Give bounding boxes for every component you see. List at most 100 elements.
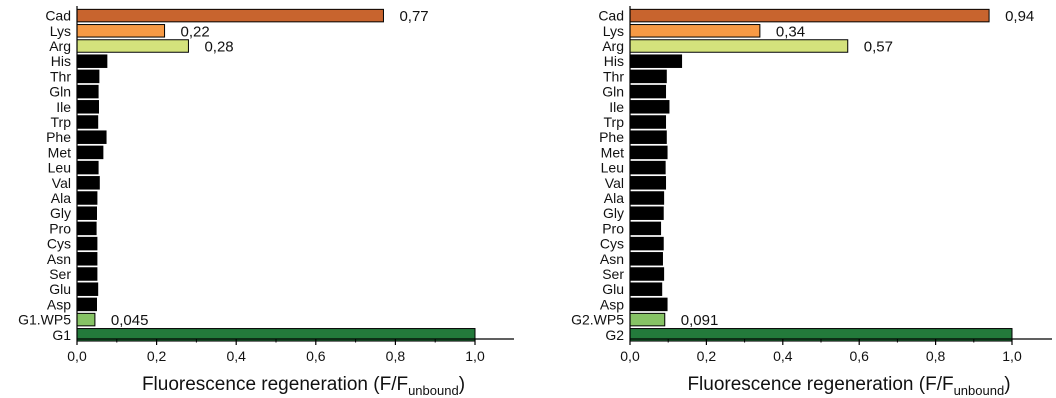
category-label: Cys bbox=[600, 236, 624, 252]
bar-thr bbox=[76, 69, 100, 84]
bar-his bbox=[629, 54, 683, 68]
bar-ser bbox=[76, 267, 98, 281]
bar-g1-wp5 bbox=[76, 312, 96, 327]
x-tick-label: 0,6 bbox=[849, 348, 869, 364]
category-label: Lys bbox=[603, 23, 624, 39]
category-label: Val bbox=[605, 175, 624, 191]
x-axis-title-close: ) bbox=[459, 374, 465, 395]
bar-glu bbox=[76, 282, 99, 296]
category-label: Asn bbox=[47, 251, 71, 267]
bar-val bbox=[629, 176, 667, 190]
category-label: Phe bbox=[599, 129, 624, 145]
category-label: G1.WP5 bbox=[18, 312, 71, 328]
bar-cys bbox=[629, 236, 664, 251]
bar-pro bbox=[629, 221, 662, 236]
category-label: Arg bbox=[602, 38, 624, 54]
bar-lys bbox=[629, 24, 761, 38]
x-tick-label: 0,0 bbox=[67, 348, 87, 364]
bar-ile bbox=[76, 100, 99, 114]
category-label: G2.WP5 bbox=[571, 312, 624, 328]
category-label: Ile bbox=[56, 99, 71, 115]
bar-gln bbox=[629, 84, 667, 99]
bar-gly bbox=[76, 206, 97, 220]
bar-ile bbox=[629, 100, 670, 114]
x-tick-label: 0,2 bbox=[147, 348, 167, 364]
category-label: Cys bbox=[47, 236, 71, 252]
bar-g2-wp5 bbox=[629, 312, 666, 327]
category-label: G2 bbox=[605, 327, 624, 343]
category-label: Met bbox=[601, 144, 624, 160]
category-label: Glu bbox=[49, 281, 71, 297]
data-label: 0,091 bbox=[681, 312, 719, 329]
category-label: Asp bbox=[600, 296, 624, 312]
category-label: Met bbox=[48, 144, 71, 160]
bar-ala bbox=[76, 191, 98, 205]
category-label: Ile bbox=[609, 99, 624, 115]
bar-cad bbox=[629, 8, 990, 23]
bar-asn bbox=[76, 252, 98, 266]
category-label: Pro bbox=[49, 220, 71, 236]
bar-asn bbox=[629, 252, 663, 266]
bar-ser bbox=[629, 267, 665, 281]
category-label: Val bbox=[52, 175, 71, 191]
bar-his bbox=[76, 54, 108, 68]
category-label: G1 bbox=[52, 327, 71, 343]
bar-val bbox=[76, 176, 100, 190]
x-axis-title-main: Fluorescence regeneration (F/F bbox=[142, 374, 408, 395]
category-label: Trp bbox=[604, 114, 625, 130]
x-axis-title-close: ) bbox=[1004, 374, 1010, 395]
bar-thr bbox=[629, 69, 667, 84]
bar-gly bbox=[629, 206, 664, 220]
data-label: 0,77 bbox=[399, 8, 428, 25]
bar-pro bbox=[76, 221, 97, 236]
category-label: Trp bbox=[51, 114, 72, 130]
category-label: Leu bbox=[601, 160, 624, 176]
category-label: Leu bbox=[48, 160, 71, 176]
bar-met bbox=[629, 145, 668, 160]
x-tick-label: 1,0 bbox=[1002, 348, 1022, 364]
category-label: Gly bbox=[50, 205, 71, 221]
data-label: 0,22 bbox=[181, 23, 210, 40]
x-tick-label: 1,0 bbox=[465, 348, 485, 364]
chart-panel-left: Cad 0,77 Lys 0,22 Arg 0,28 His Thr Gln Ile Trp Phe M… bbox=[18, 6, 514, 398]
x-tick-label: 0,8 bbox=[386, 348, 406, 364]
category-label: Gln bbox=[49, 84, 71, 100]
category-label: Gly bbox=[603, 205, 624, 221]
bar-asp bbox=[629, 297, 668, 312]
category-label: Phe bbox=[46, 129, 71, 145]
category-label: Thr bbox=[603, 68, 624, 84]
category-label: Asn bbox=[600, 251, 624, 267]
bar-phe bbox=[76, 130, 107, 144]
x-tick-label: 0,6 bbox=[306, 348, 326, 364]
x-axis-title-subscript: unbound bbox=[954, 383, 1005, 398]
bar-arg bbox=[76, 39, 189, 53]
category-label: Ser bbox=[602, 266, 624, 282]
bar-trp bbox=[76, 115, 99, 129]
category-label: Thr bbox=[50, 68, 71, 84]
x-tick-label: 0,8 bbox=[926, 348, 946, 364]
x-tick-label: 0,0 bbox=[620, 348, 640, 364]
bar-met bbox=[76, 145, 104, 160]
category-label: Ala bbox=[604, 190, 624, 206]
bar-leu bbox=[76, 160, 99, 175]
category-label: Asp bbox=[47, 296, 71, 312]
bar-chart-right: Cad 0,94 Lys 0,34 Arg 0,57 HisThrGlnIleTrpPheM… bbox=[571, 6, 1052, 398]
category-label: Ser bbox=[49, 266, 71, 282]
bar-asp bbox=[76, 297, 97, 312]
category-label: Arg bbox=[49, 38, 71, 54]
data-label: 0,045 bbox=[111, 312, 149, 329]
category-label: Lys bbox=[50, 23, 71, 39]
x-tick-label: 0,4 bbox=[226, 348, 246, 364]
category-label: Ala bbox=[51, 190, 71, 206]
bar-ala bbox=[629, 191, 665, 205]
category-label: His bbox=[604, 53, 624, 69]
data-label: 0,28 bbox=[204, 39, 233, 56]
x-axis-title-subscript: unbound bbox=[408, 383, 459, 398]
chart-panel-right: Cad 0,94 Lys 0,34 Arg 0,57 His Thr Gln Ile Trp Phe M… bbox=[528, 0, 1056, 398]
bar-lys bbox=[76, 24, 166, 38]
category-label: Pro bbox=[602, 220, 624, 236]
category-label: Cad bbox=[45, 8, 71, 24]
data-label: 0,57 bbox=[864, 39, 893, 56]
bar-trp bbox=[629, 115, 667, 129]
bar-glu bbox=[629, 282, 663, 296]
